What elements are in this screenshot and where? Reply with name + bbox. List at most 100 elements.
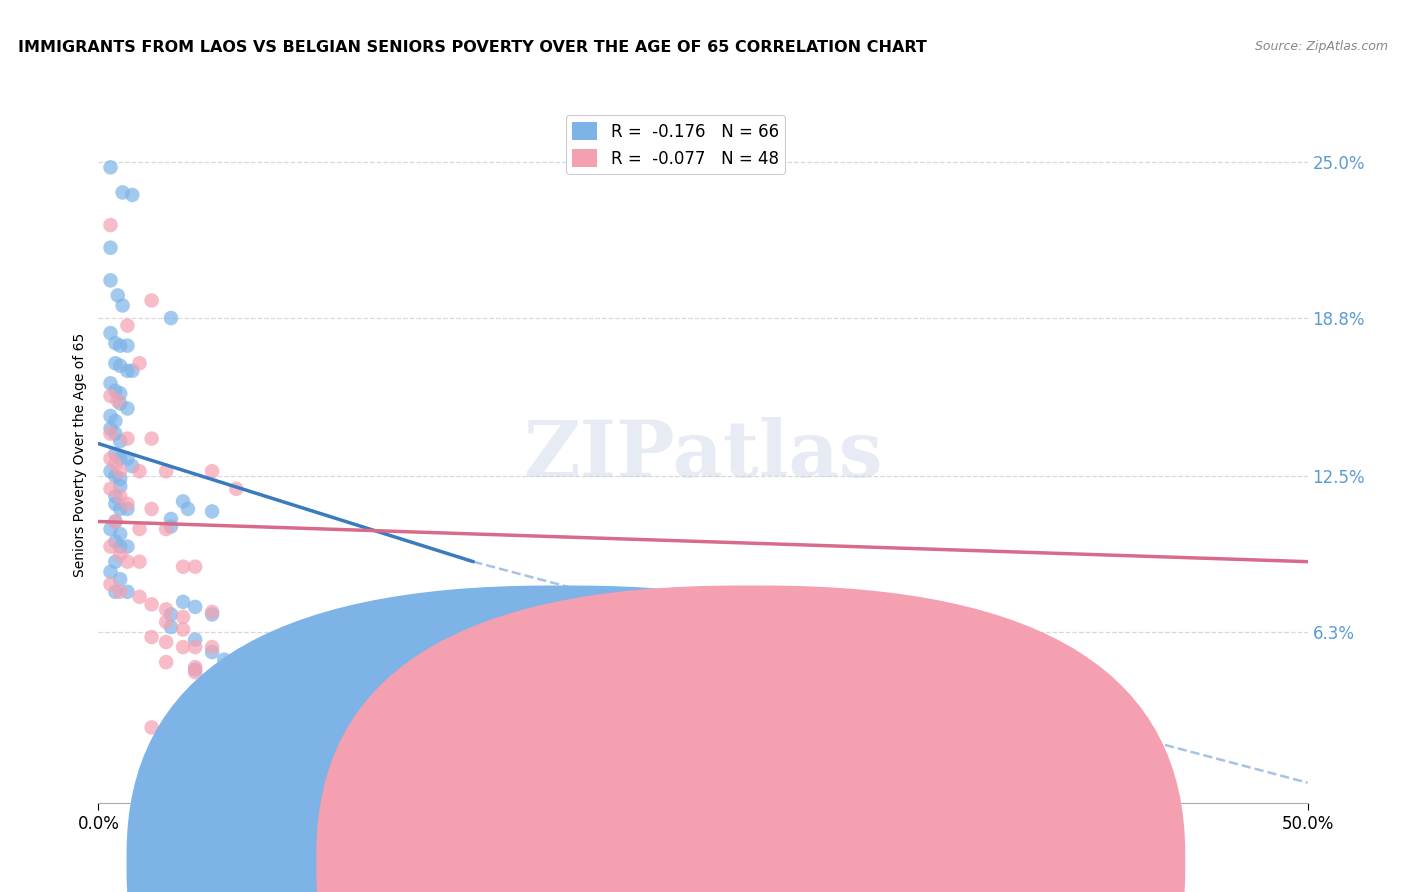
Point xyxy=(201,670,224,684)
Point xyxy=(160,512,183,526)
Point xyxy=(104,489,127,503)
Point xyxy=(107,288,129,302)
Point xyxy=(121,364,143,378)
Y-axis label: Seniors Poverty Over the Age of 65: Seniors Poverty Over the Age of 65 xyxy=(73,333,87,577)
Point xyxy=(104,384,127,398)
Point xyxy=(128,464,150,478)
Point xyxy=(117,401,139,416)
Point xyxy=(128,522,150,536)
Point xyxy=(128,590,150,604)
Point xyxy=(100,540,122,554)
Point xyxy=(117,497,139,511)
Point xyxy=(128,356,150,370)
Point xyxy=(160,728,183,742)
Point xyxy=(104,457,127,471)
Point xyxy=(117,502,139,516)
Point xyxy=(100,464,122,478)
Point xyxy=(172,494,194,508)
Point xyxy=(100,426,122,441)
Point xyxy=(100,376,122,391)
Point xyxy=(104,584,127,599)
Point xyxy=(108,502,131,516)
Point xyxy=(184,660,207,674)
Point xyxy=(155,522,177,536)
Point xyxy=(117,364,139,378)
Point xyxy=(160,311,183,326)
Text: Source: ZipAtlas.com: Source: ZipAtlas.com xyxy=(1254,40,1388,54)
Point xyxy=(184,559,207,574)
Point xyxy=(100,522,122,536)
Point xyxy=(172,623,194,637)
Point xyxy=(104,515,127,529)
Point xyxy=(184,733,207,747)
Point xyxy=(108,540,131,554)
Point xyxy=(108,472,131,486)
Point xyxy=(117,339,139,353)
Point xyxy=(100,409,122,423)
Point xyxy=(100,421,122,435)
Point xyxy=(100,241,122,255)
Point xyxy=(107,393,129,408)
Point xyxy=(108,434,131,449)
Point xyxy=(117,584,139,599)
Point xyxy=(100,482,122,496)
Point xyxy=(201,464,224,478)
Point xyxy=(117,432,139,446)
Point xyxy=(104,414,127,428)
Point xyxy=(100,565,122,579)
Point xyxy=(172,595,194,609)
Text: Belgians: Belgians xyxy=(770,853,835,868)
Text: IMMIGRANTS FROM LAOS VS BELGIAN SENIORS POVERTY OVER THE AGE OF 65 CORRELATION C: IMMIGRANTS FROM LAOS VS BELGIAN SENIORS … xyxy=(18,40,927,55)
Point xyxy=(100,326,122,340)
Point xyxy=(104,469,127,483)
Point xyxy=(201,645,224,659)
Point xyxy=(155,615,177,629)
Point xyxy=(141,721,163,735)
Point xyxy=(104,356,127,370)
Point xyxy=(117,318,139,333)
Point xyxy=(108,572,131,586)
Point xyxy=(201,673,224,687)
Point xyxy=(155,635,177,649)
Point xyxy=(100,451,122,466)
Text: ZIPatlas: ZIPatlas xyxy=(523,417,883,493)
Point xyxy=(108,451,131,466)
Point xyxy=(100,273,122,287)
Legend: R =  -0.176   N = 66, R =  -0.077   N = 48: R = -0.176 N = 66, R = -0.077 N = 48 xyxy=(565,115,786,174)
Point xyxy=(104,555,127,569)
Point xyxy=(121,188,143,202)
Point xyxy=(111,298,134,312)
Point xyxy=(117,555,139,569)
Point xyxy=(108,396,131,410)
Point xyxy=(184,632,207,647)
Point xyxy=(172,610,194,624)
Point xyxy=(104,426,127,441)
Point xyxy=(225,482,247,496)
Point xyxy=(184,599,207,614)
Point xyxy=(212,652,235,666)
Point xyxy=(201,504,224,518)
Point xyxy=(108,489,131,503)
Point xyxy=(104,497,127,511)
Point xyxy=(104,534,127,549)
Text: Immigrants from Laos: Immigrants from Laos xyxy=(581,853,749,868)
Point xyxy=(128,555,150,569)
Point xyxy=(172,559,194,574)
Point xyxy=(141,293,163,308)
Point xyxy=(108,464,131,478)
Point xyxy=(155,655,177,669)
Point xyxy=(108,386,131,401)
Point xyxy=(108,547,131,561)
Point xyxy=(177,502,200,516)
Point xyxy=(160,519,183,533)
Point xyxy=(108,479,131,493)
Point xyxy=(108,339,131,353)
Point xyxy=(117,540,139,554)
Point xyxy=(104,447,127,461)
Point xyxy=(100,161,122,175)
Point xyxy=(201,607,224,622)
Point xyxy=(100,218,122,232)
Point xyxy=(100,577,122,591)
Point xyxy=(104,515,127,529)
Point xyxy=(117,451,139,466)
